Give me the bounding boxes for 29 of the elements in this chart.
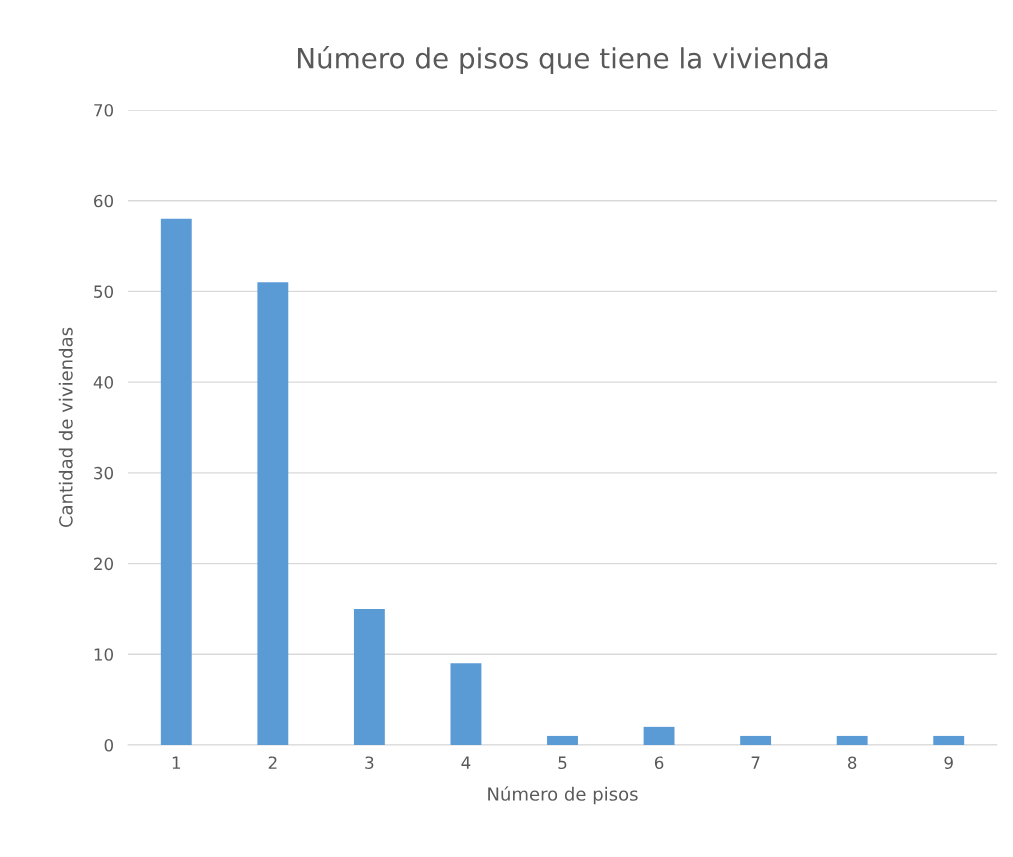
x-tick-label: 6 <box>654 756 664 770</box>
bar <box>353 608 385 745</box>
y-axis-title: Cantidad de viviendas <box>58 327 73 528</box>
bar <box>836 735 868 745</box>
bar <box>643 726 675 745</box>
bar <box>160 218 192 745</box>
x-tick-label: 9 <box>944 756 953 770</box>
x-tick-label: 5 <box>558 756 567 770</box>
x-tick-label: 4 <box>461 756 471 769</box>
y-tick-label: 30 <box>94 466 113 480</box>
y-tick-label: 60 <box>94 194 113 208</box>
x-tick-label: 2 <box>268 756 277 769</box>
chart-title: Número de pisos que tiene la vivienda <box>298 46 828 75</box>
y-tick-label: 0 <box>104 738 113 752</box>
y-tick-label: 40 <box>93 376 113 389</box>
x-tick-label: 3 <box>365 756 374 770</box>
x-axis-title: Número de pisos <box>488 786 638 805</box>
x-tick-label: 7 <box>751 756 760 769</box>
y-tick-label: 70 <box>94 103 113 117</box>
y-tick-label: 20 <box>94 557 113 571</box>
x-tick-label: 1 <box>172 756 181 769</box>
x-tick-label: 8 <box>847 756 857 770</box>
bar <box>547 735 578 745</box>
y-tick-label: 10 <box>94 648 113 661</box>
bar <box>933 735 965 745</box>
bar <box>740 735 772 745</box>
bar <box>450 663 482 745</box>
bar <box>257 282 289 745</box>
y-tick-label: 50 <box>94 285 113 298</box>
